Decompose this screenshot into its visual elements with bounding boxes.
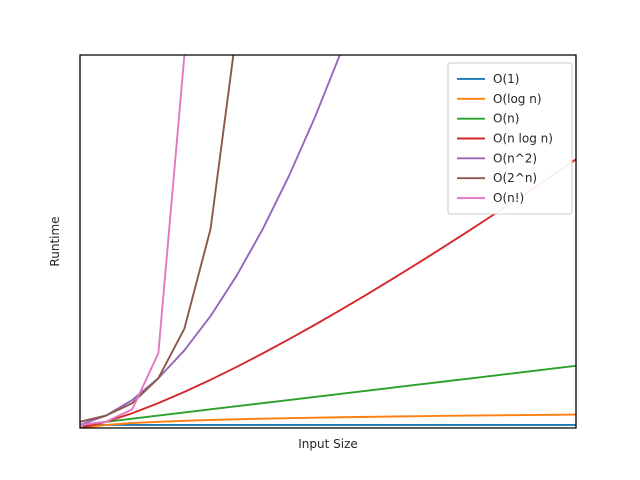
- legend-label-3: O(n log n): [493, 132, 553, 146]
- chart-legend[interactable]: O(1) O(log n) O(n) O(n log n) O(n^2) O(2^n) O(…: [447, 62, 573, 215]
- legend-item-4[interactable]: O(n^2): [457, 151, 537, 165]
- legend-frame: [447, 62, 573, 215]
- legend-item-5[interactable]: O(2^n): [457, 171, 537, 185]
- legend-label-2: O(n): [493, 112, 519, 126]
- series-line-6: [80, 55, 186, 426]
- axes-spines: [79, 54, 577, 429]
- legend-label-5: O(2^n): [493, 171, 537, 185]
- series-group: [80, 55, 576, 428]
- series-line-4: [80, 55, 341, 426]
- series-line-5: [80, 55, 235, 423]
- y-axis-label: Runtime: [48, 216, 62, 266]
- legend-label-0: O(1): [493, 72, 519, 86]
- series-line-1: [80, 413, 576, 428]
- legend-item-2[interactable]: O(n): [457, 112, 519, 126]
- x-axis-label: Input Size: [298, 437, 358, 451]
- legend-label-1: O(log n): [493, 92, 542, 106]
- legend-item-6[interactable]: O(n!): [457, 191, 524, 205]
- legend-item-1[interactable]: O(log n): [457, 92, 542, 106]
- series-line-2: [80, 364, 576, 426]
- legend-item-0[interactable]: O(1): [457, 72, 519, 86]
- legend-label-4: O(n^2): [493, 151, 537, 165]
- legend-label-6: O(n!): [493, 191, 524, 205]
- legend-item-3[interactable]: O(n log n): [457, 132, 553, 146]
- series-line-3: [80, 158, 576, 428]
